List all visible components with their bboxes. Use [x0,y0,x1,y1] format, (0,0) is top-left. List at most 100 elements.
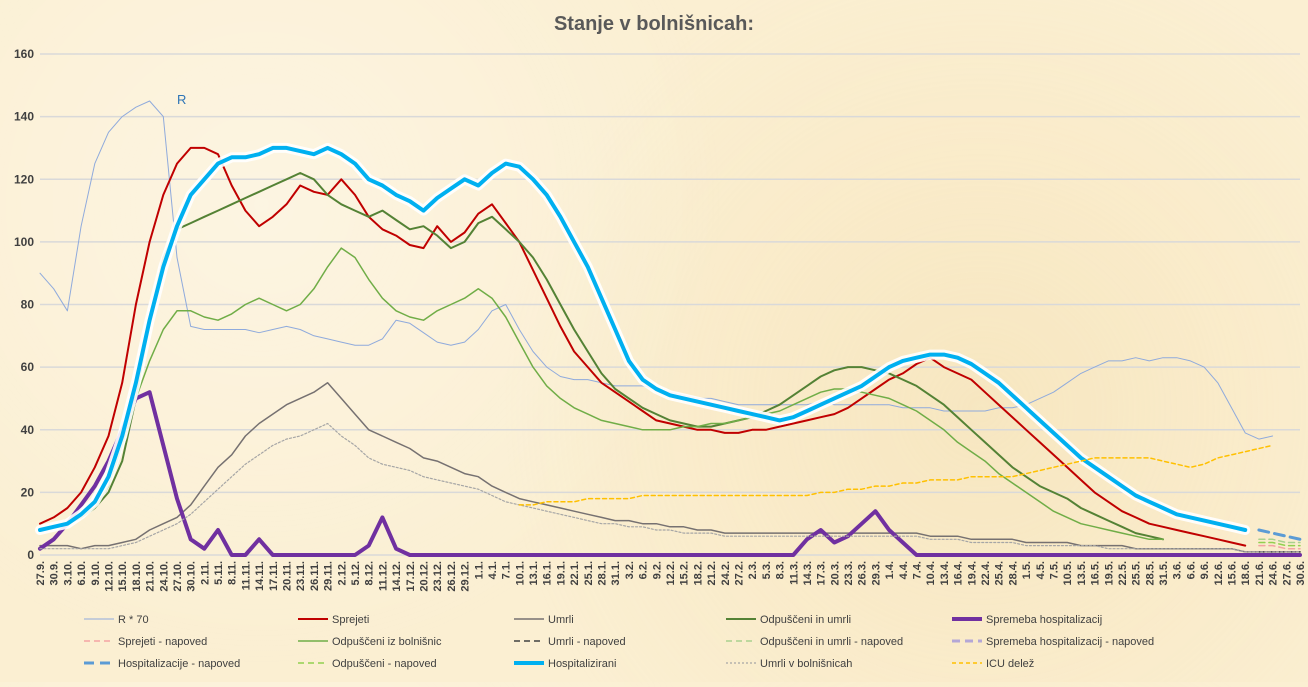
x-tick-label: 20.12. [418,561,430,592]
y-tick-label: 40 [21,423,35,437]
x-tick-label: 4.4. [898,561,910,579]
legend-label: Sprejeti - napoved [118,636,207,648]
x-tick-label: 19.1. [555,561,567,585]
y-tick-label: 20 [21,485,35,499]
x-tick-label: 13.1. [528,561,540,585]
axis-layer: 0 20 40 60 80 100 120 140 160 27.9. 30.9. 3.10. 6.10… [14,47,1307,592]
x-tick-label: 23.11. [295,561,307,591]
series-line [38,145,1248,532]
x-tick-label: 28.1. [597,561,609,585]
x-tick-label: 17.12. [405,561,417,592]
x-tick-label: 3.2. [624,561,636,579]
x-tick-label: 25.4. [994,561,1006,585]
x-tick-label: 8.12. [364,561,376,585]
series-13 [39,422,1301,553]
x-tick-label: 18.2. [692,561,704,585]
legend-item: ICU delež [952,658,1034,670]
x-tick-label: 23.3. [843,561,855,585]
grid-layer [40,53,1300,556]
x-tick-label: 13.5. [1076,561,1088,585]
x-tick-label: 2.3. [747,561,759,579]
x-tick-label: 12.6. [1213,561,1225,585]
series-line [1258,544,1301,550]
series-12 [35,142,1251,535]
y-tick-label: 100 [14,235,34,249]
x-tick-label: 29.12. [460,561,472,592]
x-tick-label: 24.10. [158,561,170,592]
x-tick-label: 3.6. [1172,561,1184,579]
x-tick-label: 29.11. [323,561,335,591]
legend-label: Sprejeti [332,614,369,626]
y-tick-label: 140 [14,110,34,124]
x-tick-label: 20.11. [282,561,294,591]
x-tick-label: 6.2. [638,561,650,579]
series-glow [35,142,1251,535]
x-tick-label: 9.6. [1199,561,1211,579]
legend-item: Hospitalizacije - napoved [84,658,240,670]
x-tick-label: 7.4. [912,561,924,579]
x-tick-label: 5.3. [761,561,773,579]
series-10 [1257,528,1302,541]
x-tick-label: 10.1. [514,561,526,585]
legend-label: Spremeba hospitalizacij [986,614,1102,626]
x-tick-label: 21.6. [1254,561,1266,585]
series-line [39,146,1247,547]
chart-title: Stanje v bolnišnicah: [554,13,754,35]
legend-item: Odpuščeni in umrli [726,614,851,626]
legend-item: Umrli v bolnišnicah [726,658,852,670]
x-tick-label: 21.2. [706,561,718,585]
x-tick-label: 30.9. [49,561,61,585]
y-tick-label: 0 [27,548,34,562]
x-tick-label: 7.5. [1048,561,1060,579]
series-line [1258,538,1301,544]
legend-item: Odpuščeni - napoved [298,658,437,670]
legend-item: Sprejeti [298,614,369,626]
legend-item: Umrli - napoved [514,636,626,648]
x-tick-label: 19.5. [1103,561,1115,585]
series-line [39,382,1301,553]
legend-item: R * 70 [84,614,149,626]
x-tick-label: 10.4. [925,561,937,585]
legend-label: Odpuščeni in umrli - napoved [760,636,903,648]
legend-label: Umrli v bolnišnicah [760,658,852,670]
y-tick-label: 80 [21,298,35,312]
legend-item: Odpuščeni in umrli - napoved [726,636,903,648]
series-line [1257,528,1302,541]
x-tick-label: 1.4. [884,561,896,579]
legend: R * 70 Sprejeti Umrli Odpuščeni in umrli Spr… [84,614,1154,670]
x-tick-label: 13.4. [939,561,951,585]
series-8 [1258,538,1301,544]
x-tick-label: 28.5. [1144,561,1156,585]
x-tick-label: 8.11. [227,561,239,585]
x-tick-label: 12.10. [103,561,115,592]
x-tick-label: 9.10. [90,561,102,585]
x-tick-label: 26.11. [309,561,321,591]
x-tick-label: 5.11. [213,561,225,585]
x-tick-label: 11.12. [377,561,389,591]
x-tick-label: 30.10. [186,561,198,592]
x-tick-label: 7.1. [501,561,513,579]
x-tick-label: 27.2. [733,561,745,585]
legend-label: R * 70 [118,614,149,626]
x-tick-label: 21.10. [145,561,157,592]
x-tick-label: 6.6. [1185,561,1197,579]
x-tick-label: 9.2. [651,561,663,579]
series-line [518,444,1274,506]
y-tick-label: 60 [21,360,35,374]
legend-item: Spremeba hospitalizacij - napoved [952,636,1154,648]
x-tick-label: 5.12. [350,561,362,585]
x-tick-label: 22.4. [980,561,992,585]
series-layer [35,100,1302,557]
legend-label: Odpuščeni - napoved [332,658,437,670]
x-tick-label: 16.1. [542,561,554,585]
x-tick-label: 10.5. [1062,561,1074,585]
x-tick-label: 29.3. [870,561,882,585]
x-tick-label: 27.6. [1281,561,1293,585]
x-tick-label: 28.4. [1007,561,1019,585]
series-line [39,247,1164,541]
x-tick-label: 19.4. [966,561,978,585]
series-line [39,172,1164,541]
x-tick-label: 2.12. [336,561,348,585]
x-tick-label: 27.9. [35,561,47,585]
